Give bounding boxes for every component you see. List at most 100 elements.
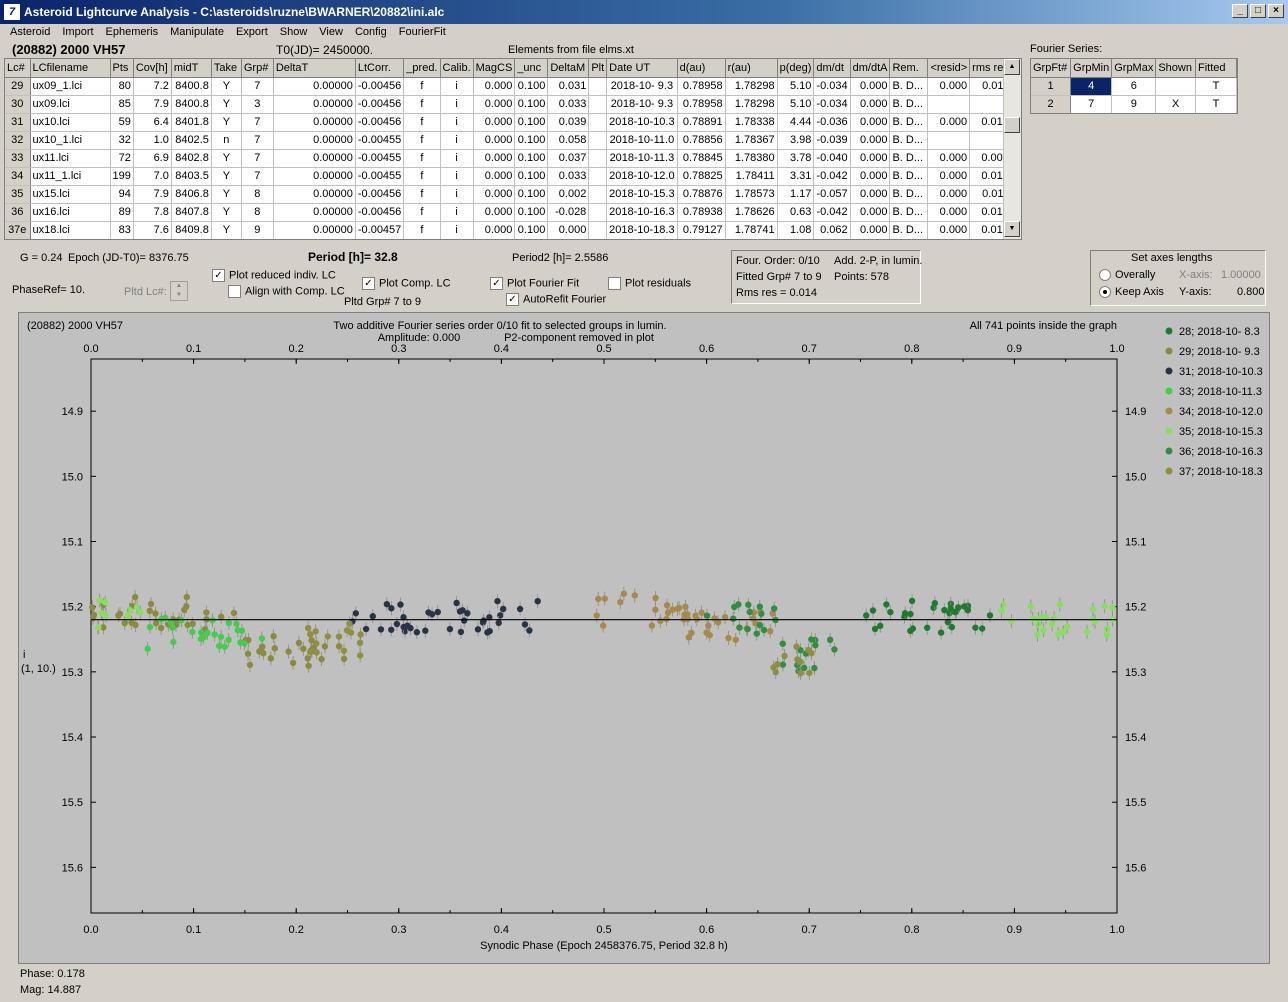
table-cell[interactable]: 0.78938 — [677, 203, 726, 222]
table-cell[interactable]: 8402.5 — [171, 131, 212, 150]
table-cell[interactable]: -0.00457 — [355, 221, 405, 239]
table-cell[interactable]: f — [403, 113, 441, 132]
table-cell[interactable]: 0.000 — [473, 167, 516, 186]
table-cell[interactable]: Y — [211, 77, 242, 96]
table-cell[interactable]: -0.057 — [813, 185, 851, 204]
table-cell[interactable]: 8 — [241, 203, 274, 222]
close-button[interactable]: × — [1268, 4, 1284, 18]
col-header[interactable]: LCfilename — [30, 59, 111, 78]
lightcurve-chart[interactable]: (20882) 2000 VH57 Two additive Fourier se… — [19, 313, 1269, 963]
table-cell[interactable] — [588, 221, 608, 239]
table-cell[interactable]: i — [440, 95, 474, 114]
table-cell[interactable]: 0.00000 — [273, 221, 356, 239]
table-cell[interactable]: 1.0 — [133, 131, 172, 150]
table-cell[interactable]: i — [440, 185, 474, 204]
table-cell[interactable]: Y — [211, 149, 242, 168]
table-cell[interactable]: 94 — [110, 185, 134, 204]
table-cell[interactable]: 0.00000 — [273, 185, 356, 204]
table-cell[interactable]: 0.039 — [547, 113, 590, 132]
col-header[interactable]: rms res — [969, 59, 1012, 78]
lightcurve-table[interactable]: Lc# LCfilename Pts Cov[h] midT Take Grp# DeltaT… — [4, 58, 1022, 240]
col-header[interactable]: p(deg) — [777, 59, 815, 78]
fs-cell[interactable] — [1155, 77, 1196, 96]
table-cell[interactable]: 7.2 — [133, 77, 172, 96]
table-cell[interactable]: 9 — [241, 221, 274, 239]
table-cell[interactable]: -0.036 — [813, 113, 851, 132]
menu-ephemeris[interactable]: Ephemeris — [105, 26, 159, 38]
table-cell[interactable]: B. D... — [889, 167, 929, 186]
table-cell[interactable]: -0.00456 — [355, 77, 405, 96]
col-header[interactable]: LtCorr. — [355, 59, 405, 78]
table-cell[interactable]: 8406.8 — [171, 185, 212, 204]
table-cell[interactable] — [927, 95, 971, 114]
table-cell[interactable]: 0.000 — [927, 185, 971, 204]
table-cell[interactable]: 2018-10-11.0 — [606, 131, 678, 150]
table-cell[interactable]: 0.000 — [473, 185, 516, 204]
table-cell[interactable]: -0.042 — [813, 203, 851, 222]
menu-manipulate[interactable]: Manipulate — [170, 26, 224, 38]
pltd-lc-spinner[interactable]: ▲ ▼ — [170, 281, 188, 301]
table-cell[interactable]: f — [403, 203, 441, 222]
table-cell[interactable]: 83 — [110, 221, 134, 239]
maximize-button[interactable]: □ — [1250, 4, 1266, 18]
table-cell[interactable]: B. D... — [889, 203, 929, 222]
table-cell[interactable]: 1.78298 — [725, 77, 778, 96]
table-cell[interactable]: 36 — [5, 203, 31, 222]
table-cell[interactable]: 8400.8 — [171, 77, 212, 96]
table-cell[interactable]: -0.00456 — [355, 95, 405, 114]
table-cell[interactable]: 7 — [241, 149, 274, 168]
table-cell[interactable]: 7 — [241, 167, 274, 186]
table-cell[interactable]: 0.78856 — [677, 131, 726, 150]
table-row[interactable]: 32 ux10_1.lci 32 1.0 8402.5 n 7 0.00000 -0.00455… — [5, 131, 1012, 150]
fs-cell[interactable]: 1 — [1031, 77, 1072, 96]
table-cell[interactable]: 0.78825 — [677, 167, 726, 186]
table-cell[interactable]: 0.015 — [969, 113, 1012, 132]
table-cell[interactable]: -0.00456 — [355, 203, 405, 222]
table-row[interactable]: 34 ux11_1.lci 199 7.0 8403.5 Y 7 0.00000 -0.0045… — [5, 167, 1012, 186]
table-cell[interactable] — [588, 113, 608, 132]
table-cell[interactable]: 3 — [241, 95, 274, 114]
col-header[interactable]: r(au) — [725, 59, 778, 78]
col-header[interactable]: dm/dtA — [850, 59, 891, 78]
table-cell[interactable]: 2018-10-16.3 — [606, 203, 678, 222]
table-cell[interactable]: 8409.8 — [171, 221, 212, 239]
menu-fourierfit[interactable]: FourierFit — [398, 26, 446, 38]
table-cell[interactable]: ux15.lci — [30, 185, 111, 204]
table-cell[interactable]: i — [440, 167, 474, 186]
table-cell[interactable]: 0.011 — [969, 77, 1012, 96]
table-cell[interactable]: f — [403, 77, 441, 96]
col-header[interactable]: Date UT — [606, 59, 678, 78]
table-cell[interactable]: 7.9 — [133, 95, 172, 114]
table-cell[interactable]: ux10_1.lci — [30, 131, 111, 150]
table-cell[interactable]: 0.00000 — [273, 95, 356, 114]
table-cell[interactable]: 0.79127 — [677, 221, 726, 239]
table-cell[interactable]: 1.78298 — [725, 95, 778, 114]
table-cell[interactable]: -0.00456 — [355, 185, 405, 204]
table-cell[interactable]: 0.000 — [850, 131, 891, 150]
table-cell[interactable]: 32 — [110, 131, 134, 150]
table-cell[interactable]: 2018-10-15.3 — [606, 185, 678, 204]
table-cell[interactable]: Y — [211, 113, 242, 132]
table-cell[interactable]: 2018-10-11.3 — [606, 149, 678, 168]
table-cell[interactable]: B. D... — [889, 95, 929, 114]
col-header[interactable]: Lc# — [5, 59, 31, 78]
col-header[interactable]: Cov[h] — [133, 59, 172, 78]
table-cell[interactable]: 59 — [110, 113, 134, 132]
plot-fourier-checkbox[interactable]: ✓ Plot Fourier Fit — [490, 277, 579, 290]
table-cell[interactable]: B. D... — [889, 77, 929, 96]
col-header[interactable]: <resid> — [927, 59, 971, 78]
table-cell[interactable]: 0.000 — [473, 95, 516, 114]
menu-import[interactable]: Import — [62, 26, 94, 38]
fs-cell[interactable]: 7 — [1070, 95, 1113, 113]
table-scrollbar[interactable]: ▲ ▼ — [1003, 59, 1021, 239]
table-cell[interactable]: 1.78367 — [725, 131, 778, 150]
table-cell[interactable]: 0.000 — [927, 149, 971, 168]
table-cell[interactable]: 0.000 — [850, 113, 891, 132]
table-cell[interactable]: 0.100 — [514, 113, 549, 132]
table-cell[interactable]: -0.028 — [547, 203, 590, 222]
table-cell[interactable]: 8403.5 — [171, 167, 212, 186]
table-cell[interactable]: 0.100 — [514, 95, 549, 114]
table-cell[interactable]: 1.78741 — [725, 221, 778, 239]
